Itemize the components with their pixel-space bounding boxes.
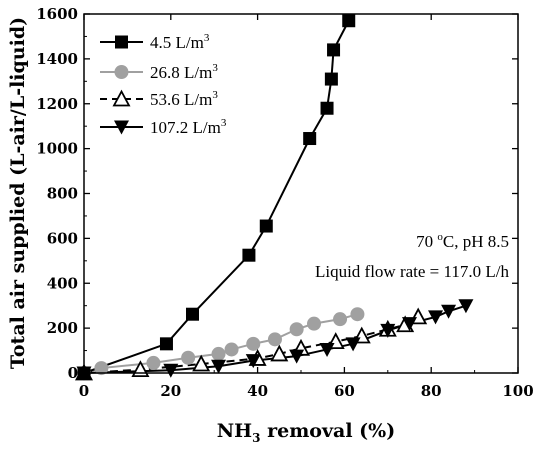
data-point-1: [333, 312, 348, 327]
data-point-0: [259, 219, 273, 233]
data-point-3: [380, 323, 396, 338]
series-line-0: [83, 20, 350, 374]
y-tick-label: 1200: [36, 95, 78, 113]
data-point-1: [307, 316, 322, 331]
data-point-3: [245, 354, 261, 369]
data-point-1: [350, 307, 365, 322]
data-point-1: [246, 336, 261, 351]
data-point-3: [402, 317, 417, 332]
data-point-3: [289, 349, 305, 364]
y-tick-label: 1000: [36, 140, 78, 158]
data-point-3: [319, 342, 335, 357]
annotation-conditions: 70 oC, pH 8.5: [416, 231, 509, 251]
data-point-3: [345, 337, 361, 352]
y-tick-label: 400: [47, 274, 78, 292]
x-tick-label: 40: [247, 382, 268, 400]
y-tick-label: 1600: [36, 5, 78, 23]
svg-text:53.6 L/m3: 53.6 L/m3: [150, 89, 218, 109]
data-point-3: [428, 310, 444, 325]
x-axis-title: NH3 removal (%): [217, 420, 395, 445]
axis-ticks: 0 20 40 60 80 1000200400600800100012001400160…: [36, 5, 533, 400]
x-tick-label: 80: [421, 382, 442, 400]
y-tick-label: 800: [47, 185, 78, 203]
series-markers: [74, 14, 474, 381]
data-point-3: [441, 304, 457, 319]
x-tick-label: 20: [160, 382, 181, 400]
data-point-1: [181, 350, 196, 365]
x-tick-label: 100: [502, 382, 533, 400]
data-point-1: [146, 355, 161, 370]
legend-item-4-5: 4.5 L/m3: [150, 32, 210, 52]
x-tick-label: 60: [334, 382, 355, 400]
data-point-0: [303, 132, 317, 146]
legend-item-26-8: 26.8 L/m3: [150, 62, 218, 82]
legend-item-53-6: 53.6 L/m3: [150, 89, 218, 109]
data-point-2: [192, 354, 211, 372]
data-point-1: [94, 361, 109, 376]
data-point-0: [159, 337, 173, 351]
data-point-0: [320, 101, 334, 115]
annotation-flow-rate: Liquid flow rate = 117.0 L/h: [315, 262, 510, 281]
legend-marker: [114, 65, 129, 79]
data-point-0: [324, 72, 338, 86]
y-tick-label: 0: [68, 364, 78, 382]
data-point-3: [458, 299, 474, 314]
data-point-1: [289, 322, 304, 337]
svg-text:26.8 L/m3: 26.8 L/m3: [150, 62, 218, 82]
data-point-0: [327, 43, 341, 57]
data-point-1: [224, 342, 239, 357]
y-tick-label: 600: [47, 229, 78, 247]
data-point-3: [211, 359, 227, 374]
data-point-1: [267, 332, 282, 347]
legend-marker: [114, 120, 129, 135]
legend-item-107-2: 107.2 L/m3: [150, 117, 227, 137]
y-tick-label: 200: [47, 319, 78, 337]
legend-marker: [112, 89, 131, 107]
y-tick-label: 1400: [36, 50, 78, 68]
legend: 4.5 L/m3 26.8 L/m3 53.6 L/m3 107.2 L/m3: [100, 32, 227, 137]
data-point-1: [211, 346, 226, 361]
svg-text:4.5 L/m3: 4.5 L/m3: [150, 32, 210, 52]
data-point-0: [242, 248, 256, 262]
svg-text:107.2 L/m3: 107.2 L/m3: [150, 117, 227, 137]
y-axis-title: Total air supplied (L-air/L-liquid): [7, 17, 29, 369]
data-point-0: [342, 14, 356, 28]
data-point-2: [270, 344, 289, 362]
data-point-0: [186, 307, 199, 321]
legend-marker: [115, 35, 128, 49]
x-tick-label: 0: [79, 382, 89, 400]
